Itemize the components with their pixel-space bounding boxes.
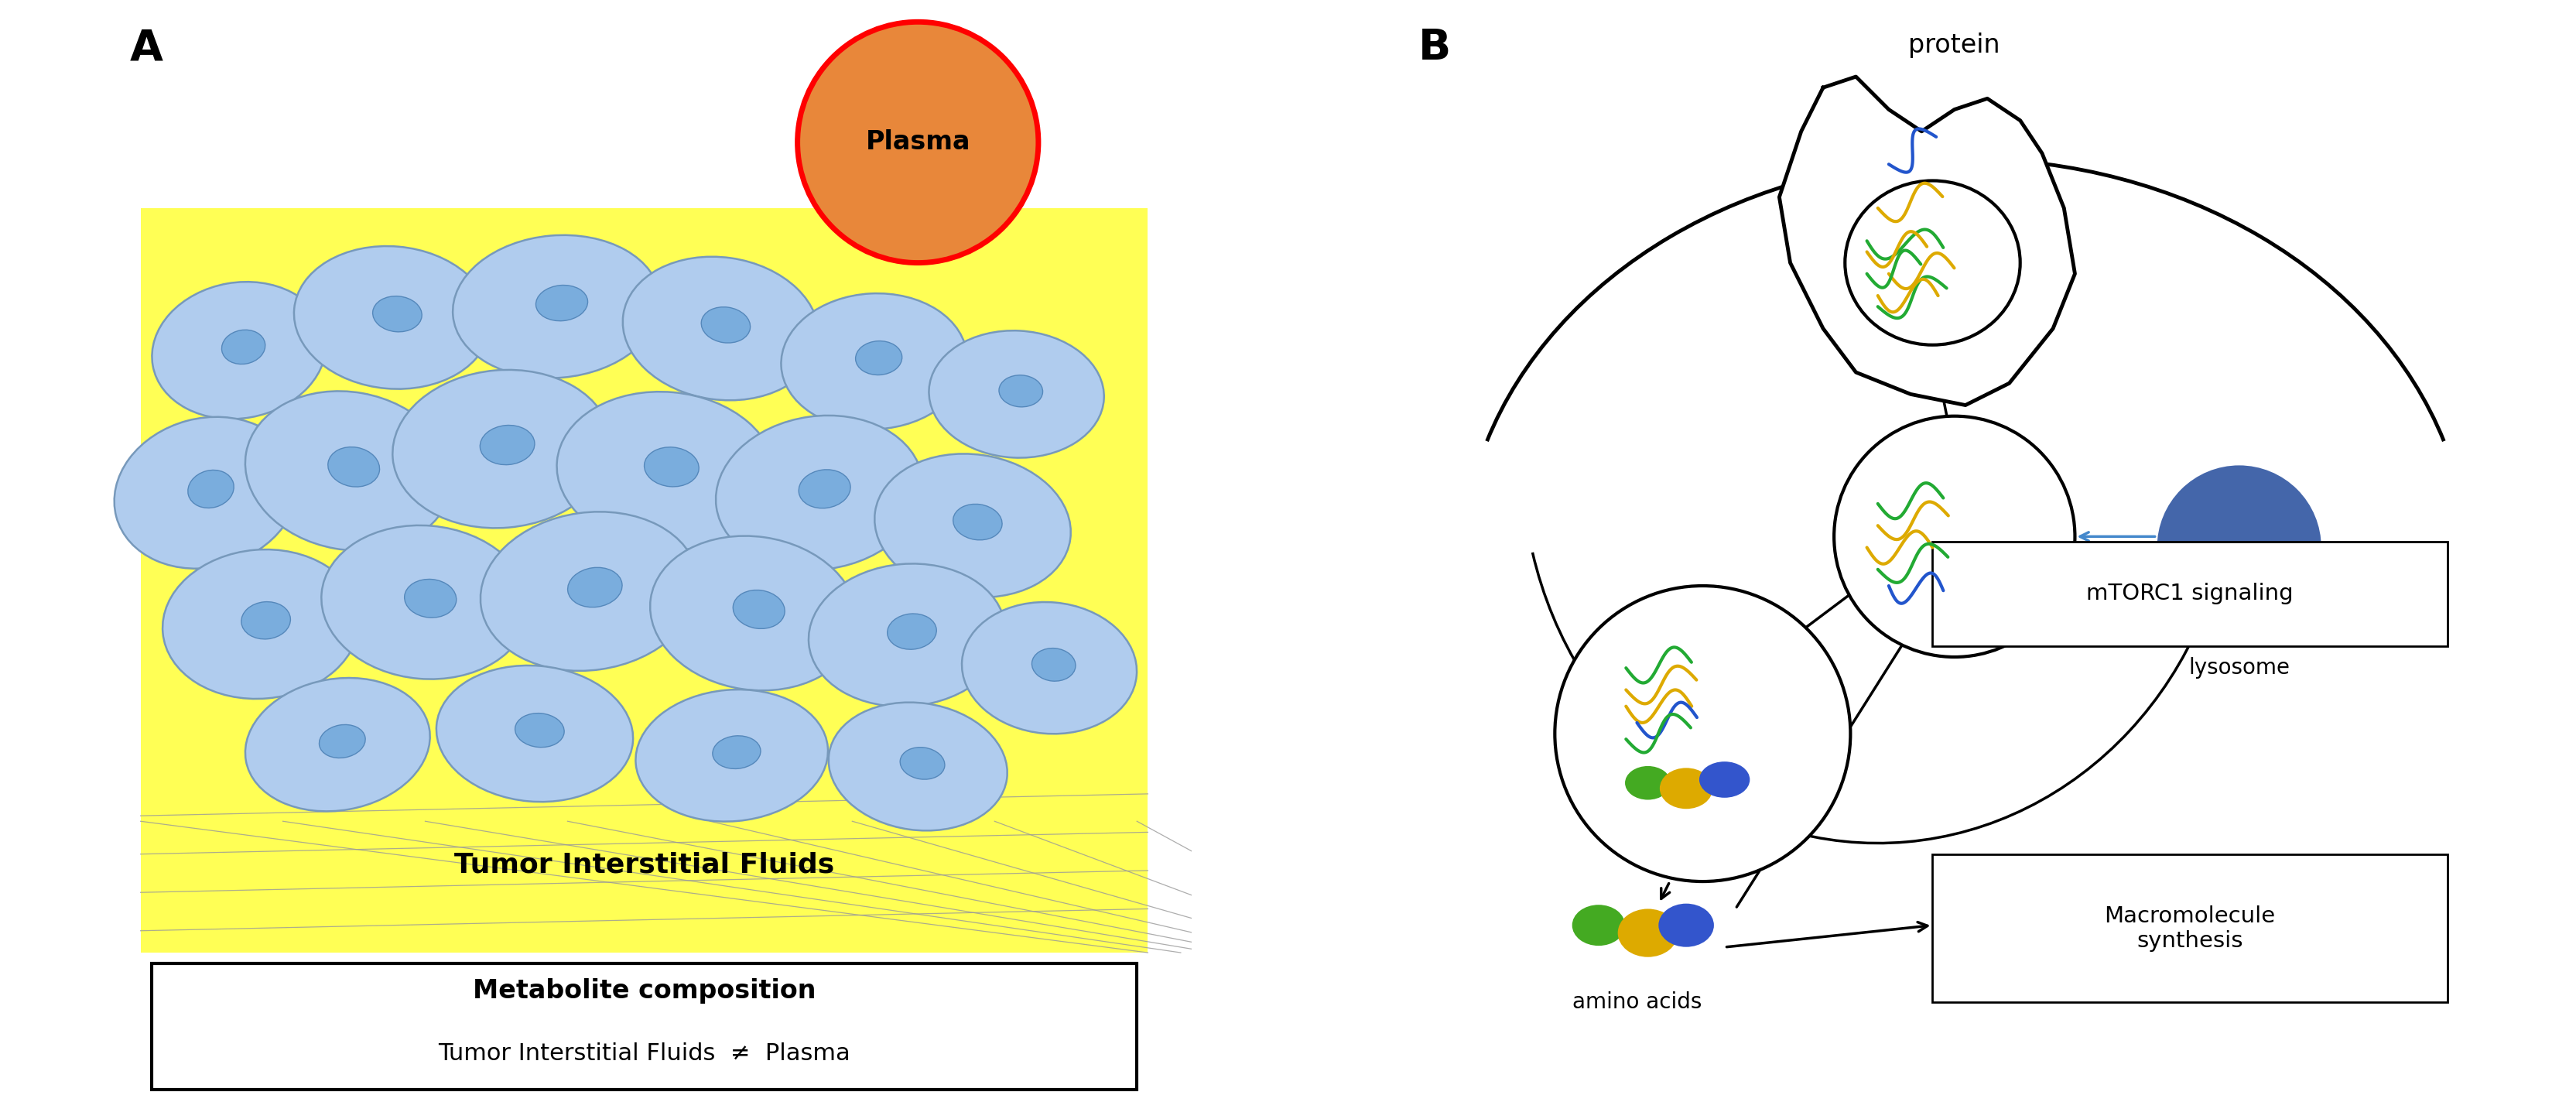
Ellipse shape — [961, 602, 1136, 734]
Ellipse shape — [886, 613, 935, 649]
Text: B: B — [1417, 27, 1450, 69]
Ellipse shape — [930, 331, 1103, 458]
Ellipse shape — [152, 281, 327, 419]
Ellipse shape — [855, 341, 902, 374]
Ellipse shape — [701, 307, 750, 343]
Ellipse shape — [556, 392, 775, 550]
Text: Plasma: Plasma — [866, 129, 971, 155]
Ellipse shape — [113, 417, 299, 568]
Ellipse shape — [873, 453, 1072, 598]
Ellipse shape — [999, 376, 1043, 407]
Ellipse shape — [1698, 762, 1749, 798]
FancyBboxPatch shape — [142, 208, 1146, 953]
Ellipse shape — [1571, 904, 1625, 946]
Ellipse shape — [809, 564, 1005, 706]
Ellipse shape — [404, 579, 456, 618]
Ellipse shape — [479, 425, 533, 464]
Ellipse shape — [1844, 181, 2020, 345]
Text: A: A — [129, 27, 162, 69]
Ellipse shape — [714, 736, 760, 769]
Ellipse shape — [162, 550, 358, 699]
Ellipse shape — [515, 713, 564, 747]
Ellipse shape — [479, 511, 698, 671]
FancyBboxPatch shape — [1932, 542, 2447, 646]
Ellipse shape — [636, 690, 827, 821]
Text: Metabolite composition: Metabolite composition — [471, 978, 817, 1004]
Text: amino acids: amino acids — [1571, 991, 1700, 1013]
Ellipse shape — [536, 285, 587, 321]
Ellipse shape — [1659, 768, 1713, 809]
Text: mTORC1 signaling: mTORC1 signaling — [2087, 583, 2293, 604]
Ellipse shape — [1030, 648, 1074, 681]
Ellipse shape — [1618, 909, 1677, 957]
Ellipse shape — [1625, 766, 1669, 799]
Ellipse shape — [799, 470, 850, 508]
Ellipse shape — [567, 567, 621, 608]
Circle shape — [796, 22, 1038, 263]
Polygon shape — [1780, 77, 2074, 405]
Ellipse shape — [319, 725, 366, 758]
Text: Tumor Interstitial Fluids: Tumor Interstitial Fluids — [453, 852, 835, 878]
Ellipse shape — [188, 470, 234, 508]
Circle shape — [2156, 465, 2321, 630]
Ellipse shape — [1659, 903, 1713, 947]
FancyBboxPatch shape — [1932, 854, 2447, 1002]
Ellipse shape — [649, 535, 858, 691]
Ellipse shape — [716, 415, 922, 570]
Ellipse shape — [623, 256, 819, 401]
Ellipse shape — [222, 330, 265, 365]
Ellipse shape — [781, 293, 966, 429]
Ellipse shape — [294, 246, 489, 389]
Ellipse shape — [242, 602, 291, 639]
Text: Macromolecule
synthesis: Macromolecule synthesis — [2105, 906, 2275, 952]
Ellipse shape — [435, 666, 634, 802]
Circle shape — [1834, 416, 2074, 657]
Ellipse shape — [899, 747, 945, 780]
Ellipse shape — [644, 447, 698, 486]
Ellipse shape — [453, 235, 659, 378]
Ellipse shape — [374, 296, 422, 332]
Text: protein: protein — [1909, 33, 1999, 58]
FancyBboxPatch shape — [152, 964, 1136, 1090]
Ellipse shape — [953, 504, 1002, 540]
Ellipse shape — [322, 526, 528, 679]
Circle shape — [1553, 586, 1850, 881]
Text: lysosome: lysosome — [2187, 657, 2290, 679]
Ellipse shape — [327, 447, 379, 487]
Ellipse shape — [245, 391, 451, 551]
Text: Tumor Interstitial Fluids  ≠  Plasma: Tumor Interstitial Fluids ≠ Plasma — [438, 1042, 850, 1064]
Ellipse shape — [829, 702, 1007, 831]
Ellipse shape — [392, 370, 611, 528]
Ellipse shape — [732, 590, 786, 629]
Ellipse shape — [245, 678, 430, 811]
